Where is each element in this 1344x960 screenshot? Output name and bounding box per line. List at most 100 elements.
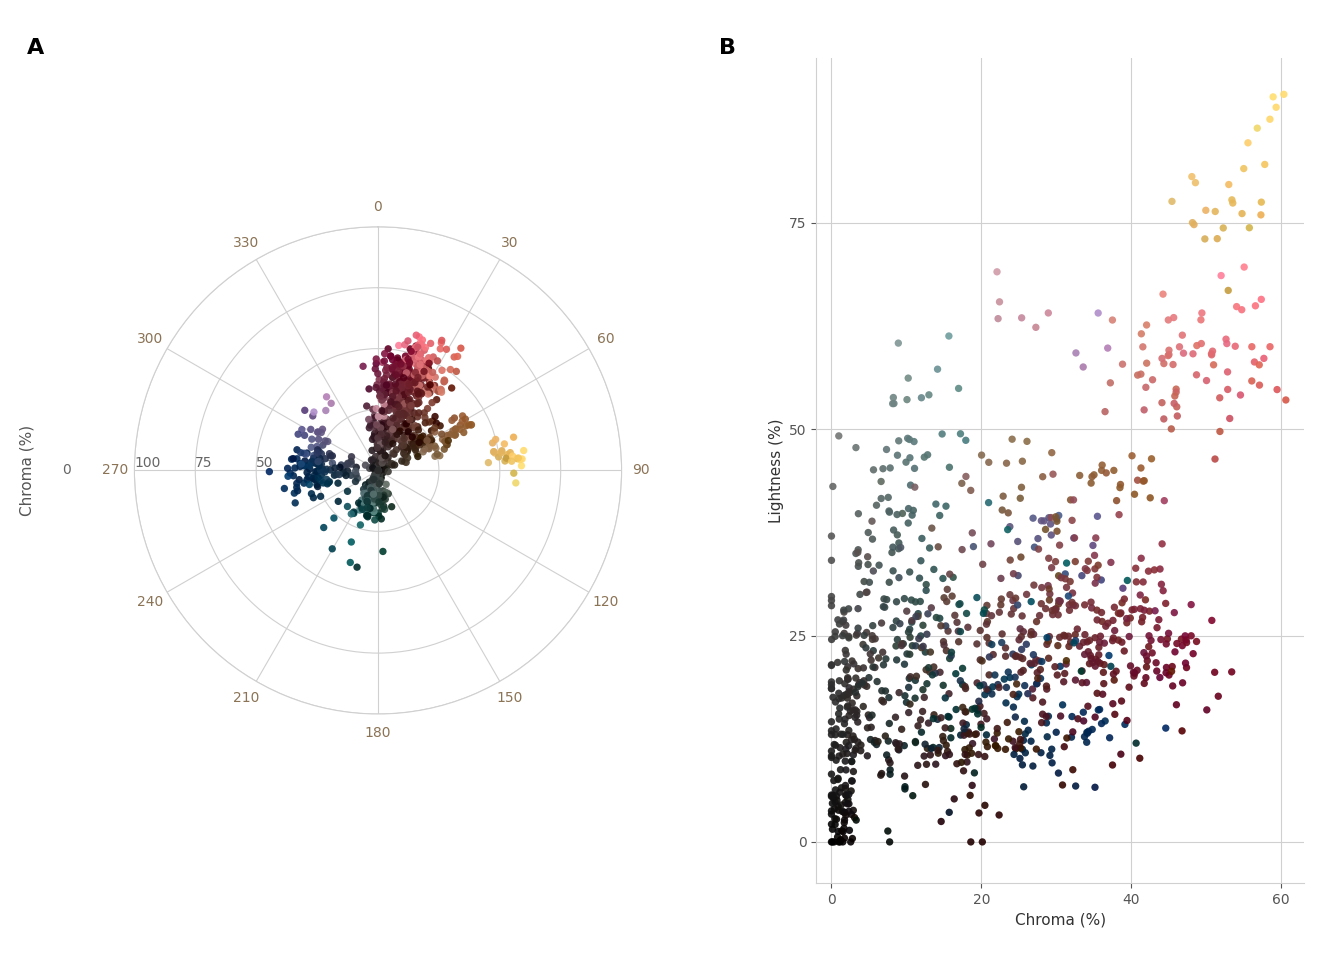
Point [929, 664, 950, 680]
Point [398, 382, 419, 397]
Point [356, 490, 378, 505]
Point [386, 415, 407, 430]
Point [383, 416, 405, 431]
Point [425, 448, 446, 464]
Point [392, 371, 414, 386]
Point [370, 455, 391, 470]
Point [862, 618, 883, 634]
Point [825, 753, 847, 768]
Point [372, 404, 394, 420]
Point [835, 676, 856, 691]
Point [1038, 510, 1059, 525]
Point [887, 335, 909, 350]
Point [1249, 357, 1270, 372]
Point [300, 455, 321, 470]
Point [286, 483, 308, 498]
Point [364, 361, 386, 376]
Point [367, 463, 388, 478]
Point [887, 527, 909, 542]
Point [413, 363, 434, 378]
Point [1136, 670, 1157, 685]
Point [310, 446, 332, 462]
Point [430, 419, 452, 434]
Point [915, 583, 937, 598]
Point [379, 377, 401, 393]
Point [946, 614, 968, 630]
Point [1048, 594, 1070, 610]
Point [280, 466, 301, 481]
Point [1243, 354, 1265, 370]
Point [1009, 751, 1031, 766]
Point [1064, 598, 1086, 613]
Point [1110, 477, 1132, 492]
Point [425, 424, 446, 440]
Point [1175, 628, 1196, 643]
Point [1172, 723, 1193, 738]
Point [941, 648, 962, 663]
Point [825, 694, 847, 709]
Point [1020, 624, 1042, 639]
Point [1038, 578, 1059, 593]
Point [1050, 659, 1071, 674]
Point [453, 424, 474, 440]
Point [398, 366, 419, 381]
Point [359, 487, 380, 502]
Point [359, 485, 380, 500]
Point [935, 594, 957, 610]
Point [1086, 685, 1107, 701]
Point [417, 353, 438, 369]
Point [376, 412, 398, 427]
Point [935, 618, 957, 634]
Point [1148, 612, 1169, 628]
Point [419, 368, 441, 383]
Point [356, 484, 378, 499]
Point [340, 468, 362, 483]
Point [372, 490, 394, 505]
Point [871, 693, 892, 708]
Point [954, 742, 976, 757]
Point [837, 660, 859, 675]
Point [387, 359, 409, 374]
Point [314, 451, 336, 467]
Point [411, 337, 433, 352]
Point [843, 764, 864, 780]
Point [879, 767, 900, 782]
Point [1133, 676, 1154, 691]
Point [1093, 676, 1114, 691]
Point [935, 737, 957, 753]
Point [392, 405, 414, 420]
Point [370, 389, 391, 404]
Point [931, 729, 953, 744]
Point [1165, 381, 1187, 396]
Point [978, 495, 1000, 511]
Point [301, 431, 323, 446]
Point [1039, 629, 1060, 644]
Point [508, 450, 530, 466]
Point [1152, 537, 1173, 552]
Point [340, 456, 362, 471]
Point [360, 487, 382, 502]
Point [380, 379, 402, 395]
Point [384, 396, 406, 412]
Point [1102, 312, 1124, 327]
Point [832, 824, 853, 839]
Point [1017, 686, 1039, 702]
Point [870, 768, 891, 783]
Point [1103, 623, 1125, 638]
Point [374, 459, 395, 474]
Point [1024, 540, 1046, 555]
Point [274, 481, 296, 496]
Point [832, 746, 853, 761]
Point [1109, 507, 1130, 522]
Point [367, 463, 388, 478]
Point [902, 638, 923, 654]
Point [1032, 469, 1054, 485]
Point [368, 459, 390, 474]
Point [1204, 664, 1226, 680]
Point [388, 399, 410, 415]
Point [1111, 595, 1133, 611]
Point [390, 423, 411, 439]
Point [871, 684, 892, 699]
Point [386, 404, 407, 420]
Point [1030, 661, 1051, 677]
